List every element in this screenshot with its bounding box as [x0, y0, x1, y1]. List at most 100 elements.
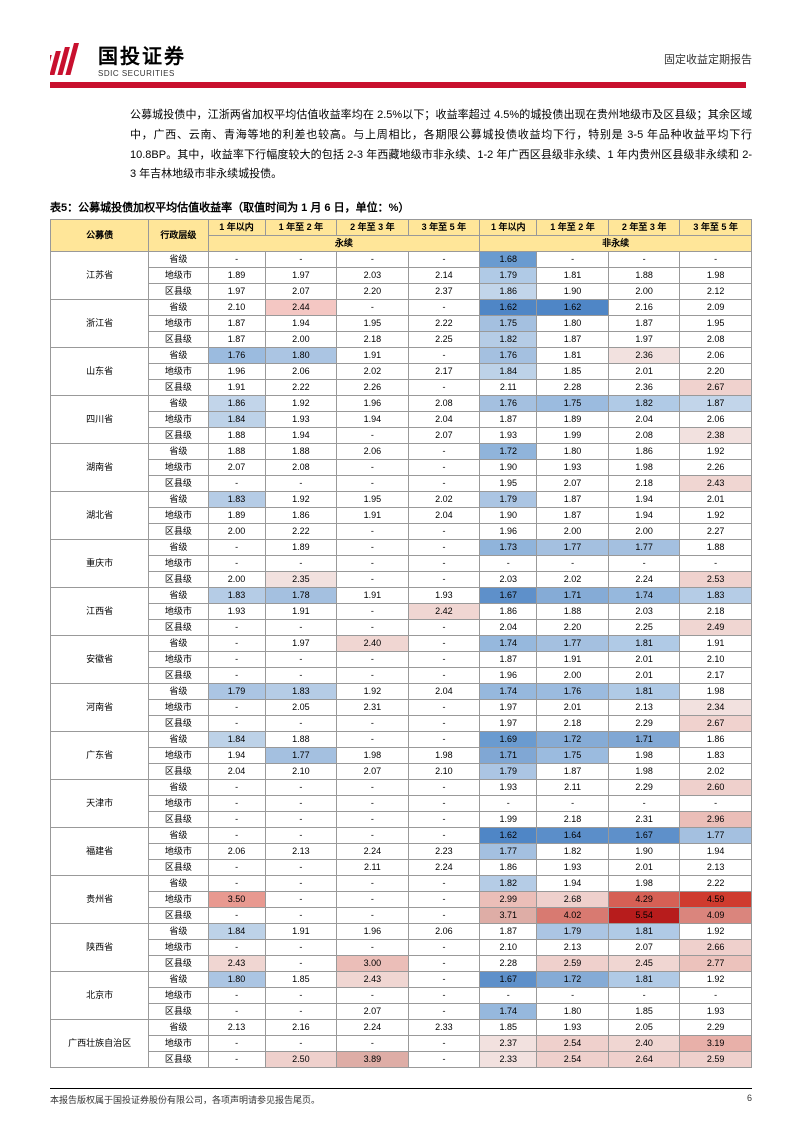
- value-cell: 2.24: [337, 844, 409, 860]
- value-cell: -: [208, 556, 265, 572]
- value-cell: 1.72: [537, 732, 609, 748]
- value-cell: -: [408, 780, 480, 796]
- value-cell: 2.06: [208, 844, 265, 860]
- value-cell: 2.40: [337, 636, 409, 652]
- value-cell: -: [208, 700, 265, 716]
- value-cell: -: [265, 668, 337, 684]
- value-cell: -: [208, 876, 265, 892]
- value-cell: 2.05: [265, 700, 337, 716]
- value-cell: -: [408, 940, 480, 956]
- value-cell: 1.87: [208, 316, 265, 332]
- value-cell: -: [408, 972, 480, 988]
- value-cell: 4.09: [680, 908, 752, 924]
- value-cell: 1.83: [208, 588, 265, 604]
- value-cell: 2.24: [608, 572, 680, 588]
- level-cell: 区县级: [149, 716, 208, 732]
- value-cell: 2.00: [608, 524, 680, 540]
- value-cell: 1.91: [337, 508, 409, 524]
- value-cell: 2.20: [537, 620, 609, 636]
- value-cell: 1.74: [480, 1004, 537, 1020]
- level-cell: 省级: [149, 300, 208, 316]
- value-cell: -: [265, 892, 337, 908]
- value-cell: 2.02: [680, 764, 752, 780]
- value-cell: 2.07: [608, 940, 680, 956]
- value-cell: 1.82: [537, 844, 609, 860]
- value-cell: 1.79: [480, 764, 537, 780]
- level-cell: 省级: [149, 492, 208, 508]
- th-admin: 行政层级: [149, 220, 208, 252]
- value-cell: 1.93: [537, 860, 609, 876]
- value-cell: -: [208, 716, 265, 732]
- value-cell: -: [208, 1004, 265, 1020]
- value-cell: -: [408, 572, 480, 588]
- value-cell: 2.13: [608, 700, 680, 716]
- value-cell: -: [265, 1004, 337, 1020]
- level-cell: 省级: [149, 924, 208, 940]
- value-cell: 1.94: [265, 428, 337, 444]
- value-cell: -: [208, 476, 265, 492]
- value-cell: 1.83: [680, 748, 752, 764]
- value-cell: 1.79: [208, 684, 265, 700]
- level-cell: 区县级: [149, 1052, 208, 1068]
- province-cell: 浙江省: [51, 300, 149, 348]
- value-cell: 1.91: [337, 348, 409, 364]
- value-cell: -: [408, 348, 480, 364]
- th-p4: 3 年至 5 年: [408, 220, 480, 236]
- value-cell: 2.25: [608, 620, 680, 636]
- value-cell: -: [337, 428, 409, 444]
- value-cell: 1.88: [265, 732, 337, 748]
- value-cell: 1.97: [265, 636, 337, 652]
- value-cell: -: [337, 300, 409, 316]
- province-cell: 河南省: [51, 684, 149, 732]
- value-cell: -: [208, 812, 265, 828]
- value-cell: 1.87: [680, 396, 752, 412]
- value-cell: 2.96: [680, 812, 752, 828]
- level-cell: 省级: [149, 444, 208, 460]
- value-cell: -: [408, 732, 480, 748]
- value-cell: 1.77: [480, 844, 537, 860]
- value-cell: -: [537, 796, 609, 812]
- province-cell: 四川省: [51, 396, 149, 444]
- value-cell: 1.83: [680, 588, 752, 604]
- value-cell: 2.01: [608, 668, 680, 684]
- level-cell: 地级市: [149, 364, 208, 380]
- value-cell: 1.88: [537, 604, 609, 620]
- value-cell: -: [265, 716, 337, 732]
- value-cell: 2.07: [537, 476, 609, 492]
- value-cell: 1.91: [265, 604, 337, 620]
- value-cell: -: [608, 988, 680, 1004]
- value-cell: 2.08: [608, 428, 680, 444]
- province-cell: 安徽省: [51, 636, 149, 684]
- value-cell: 1.97: [265, 268, 337, 284]
- value-cell: 2.08: [680, 332, 752, 348]
- value-cell: 1.92: [265, 396, 337, 412]
- value-cell: -: [537, 556, 609, 572]
- value-cell: -: [265, 796, 337, 812]
- value-cell: 1.87: [480, 924, 537, 940]
- value-cell: -: [208, 652, 265, 668]
- value-cell: 1.93: [408, 588, 480, 604]
- value-cell: 1.85: [537, 364, 609, 380]
- value-cell: 2.10: [408, 764, 480, 780]
- value-cell: -: [208, 1052, 265, 1068]
- value-cell: 1.76: [208, 348, 265, 364]
- value-cell: -: [408, 556, 480, 572]
- value-cell: -: [537, 988, 609, 1004]
- value-cell: 2.11: [537, 780, 609, 796]
- province-cell: 湖北省: [51, 492, 149, 540]
- value-cell: 2.29: [608, 716, 680, 732]
- value-cell: 2.13: [537, 940, 609, 956]
- value-cell: 2.29: [608, 780, 680, 796]
- value-cell: 1.84: [208, 732, 265, 748]
- level-cell: 区县级: [149, 572, 208, 588]
- level-cell: 地级市: [149, 508, 208, 524]
- value-cell: 2.07: [337, 1004, 409, 1020]
- value-cell: -: [208, 780, 265, 796]
- logo-icon: [50, 43, 90, 75]
- value-cell: 1.88: [265, 444, 337, 460]
- value-cell: 1.64: [537, 828, 609, 844]
- value-cell: -: [337, 556, 409, 572]
- value-cell: -: [208, 540, 265, 556]
- value-cell: 1.77: [608, 540, 680, 556]
- value-cell: -: [480, 796, 537, 812]
